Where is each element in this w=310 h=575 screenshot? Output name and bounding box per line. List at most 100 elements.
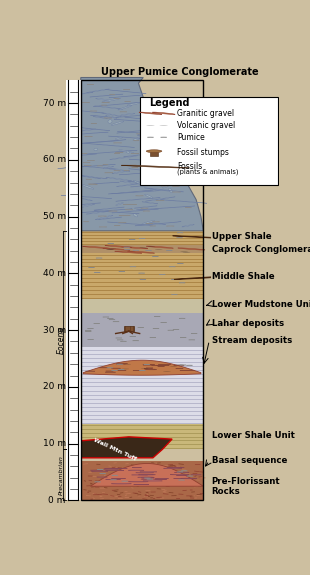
- Ellipse shape: [116, 198, 160, 201]
- Ellipse shape: [105, 246, 132, 247]
- Ellipse shape: [124, 154, 145, 157]
- Ellipse shape: [94, 210, 140, 214]
- Ellipse shape: [95, 106, 123, 109]
- Ellipse shape: [87, 150, 137, 154]
- Ellipse shape: [86, 89, 109, 93]
- Bar: [124, 325, 134, 331]
- Ellipse shape: [93, 116, 108, 118]
- Ellipse shape: [108, 190, 163, 194]
- Text: Precambrian: Precambrian: [59, 455, 64, 495]
- Ellipse shape: [116, 203, 123, 205]
- Ellipse shape: [82, 246, 110, 248]
- Ellipse shape: [145, 197, 175, 201]
- Text: Pre-Florissant
Rocks: Pre-Florissant Rocks: [212, 477, 280, 496]
- Text: Pumice: Pumice: [177, 133, 205, 141]
- Bar: [81, 231, 203, 245]
- Ellipse shape: [117, 184, 137, 186]
- Text: Fossil stumps: Fossil stumps: [177, 148, 229, 157]
- Ellipse shape: [129, 159, 171, 162]
- Ellipse shape: [77, 209, 132, 213]
- Ellipse shape: [117, 132, 177, 136]
- Ellipse shape: [182, 224, 194, 227]
- Ellipse shape: [133, 181, 141, 184]
- Bar: [81, 461, 203, 500]
- Ellipse shape: [109, 169, 130, 171]
- Ellipse shape: [105, 90, 146, 94]
- Text: Lahar deposits: Lahar deposits: [212, 319, 284, 328]
- Ellipse shape: [89, 182, 119, 184]
- Ellipse shape: [157, 175, 181, 178]
- Text: Volcanic gravel: Volcanic gravel: [177, 121, 235, 130]
- Ellipse shape: [106, 115, 146, 118]
- Ellipse shape: [95, 215, 113, 220]
- Text: Lower Shale Unit: Lower Shale Unit: [212, 431, 294, 440]
- Ellipse shape: [121, 113, 135, 116]
- Text: (plants & animals): (plants & animals): [177, 169, 238, 175]
- Ellipse shape: [58, 164, 116, 168]
- Ellipse shape: [137, 136, 164, 140]
- Ellipse shape: [90, 94, 123, 97]
- Ellipse shape: [151, 175, 159, 178]
- Ellipse shape: [75, 203, 100, 205]
- Ellipse shape: [129, 168, 167, 172]
- Ellipse shape: [133, 137, 140, 140]
- Ellipse shape: [80, 175, 101, 179]
- Ellipse shape: [94, 148, 98, 151]
- Text: 50 m: 50 m: [42, 212, 66, 221]
- Text: Middle Shale: Middle Shale: [212, 271, 274, 281]
- Polygon shape: [81, 78, 203, 231]
- Polygon shape: [91, 463, 203, 486]
- Text: 70 m: 70 m: [42, 98, 66, 108]
- Ellipse shape: [79, 128, 110, 131]
- Ellipse shape: [135, 221, 181, 226]
- Text: Basal sequence: Basal sequence: [212, 456, 287, 465]
- Ellipse shape: [103, 248, 130, 250]
- Ellipse shape: [144, 188, 184, 192]
- Ellipse shape: [86, 211, 111, 214]
- Text: Stream deposits: Stream deposits: [212, 336, 292, 345]
- Ellipse shape: [133, 213, 138, 217]
- Ellipse shape: [82, 198, 92, 201]
- Ellipse shape: [75, 175, 107, 179]
- Text: 0 m: 0 m: [48, 496, 66, 505]
- Text: Fossils: Fossils: [177, 162, 202, 171]
- Bar: [81, 245, 203, 254]
- Ellipse shape: [106, 177, 131, 181]
- Bar: [81, 313, 203, 424]
- Text: Eocene: Eocene: [57, 326, 66, 354]
- Polygon shape: [83, 360, 201, 375]
- Ellipse shape: [103, 166, 114, 168]
- Ellipse shape: [83, 143, 135, 147]
- Ellipse shape: [142, 158, 160, 160]
- Bar: [81, 254, 203, 299]
- Ellipse shape: [79, 129, 96, 131]
- Ellipse shape: [108, 136, 152, 139]
- Ellipse shape: [96, 98, 109, 101]
- Ellipse shape: [120, 181, 140, 184]
- Text: Wall Mtn Tuff: Wall Mtn Tuff: [93, 437, 137, 461]
- Ellipse shape: [110, 156, 138, 159]
- Bar: [66, 81, 81, 500]
- Ellipse shape: [93, 102, 140, 106]
- Ellipse shape: [146, 246, 173, 248]
- Ellipse shape: [142, 220, 154, 224]
- Text: 30 m: 30 m: [42, 325, 66, 335]
- Ellipse shape: [121, 247, 148, 249]
- Ellipse shape: [131, 184, 162, 187]
- Ellipse shape: [106, 116, 117, 118]
- Ellipse shape: [160, 200, 207, 203]
- Bar: [81, 299, 203, 313]
- Ellipse shape: [96, 217, 122, 220]
- Ellipse shape: [108, 120, 112, 123]
- Ellipse shape: [78, 204, 95, 208]
- Text: 20 m: 20 m: [43, 382, 66, 392]
- Text: Granitic gravel: Granitic gravel: [177, 109, 234, 118]
- Ellipse shape: [79, 166, 119, 169]
- Ellipse shape: [146, 150, 162, 152]
- Ellipse shape: [69, 110, 104, 113]
- Ellipse shape: [150, 189, 170, 191]
- Text: 40 m: 40 m: [43, 269, 66, 278]
- Bar: [150, 152, 158, 156]
- Ellipse shape: [102, 113, 122, 117]
- Ellipse shape: [127, 181, 172, 185]
